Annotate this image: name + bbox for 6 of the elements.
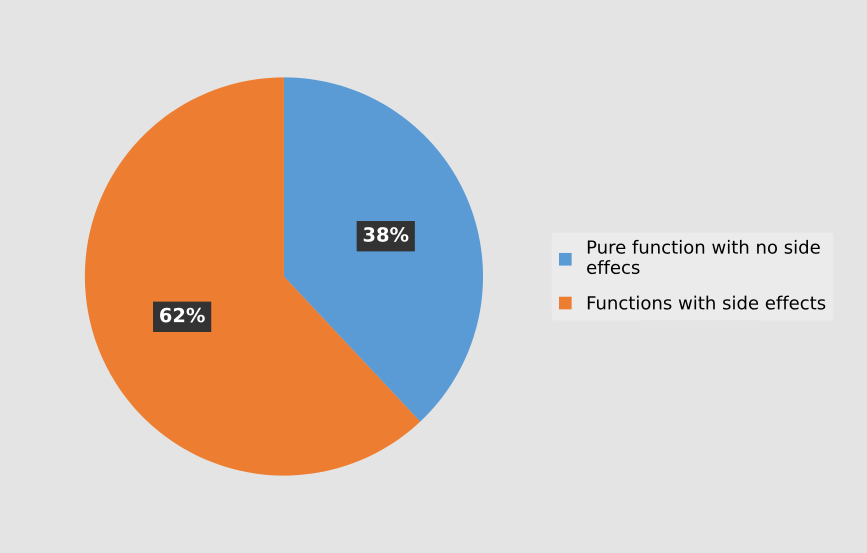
legend-label: Pure function with no side effecs	[587, 240, 820, 274]
data-label: 38%	[364, 227, 408, 242]
legend-label: Functions with side effects	[588, 296, 826, 310]
data-label: 62%	[160, 308, 205, 322]
pie-slice	[284, 77, 483, 422]
pie-slice	[84, 77, 420, 476]
